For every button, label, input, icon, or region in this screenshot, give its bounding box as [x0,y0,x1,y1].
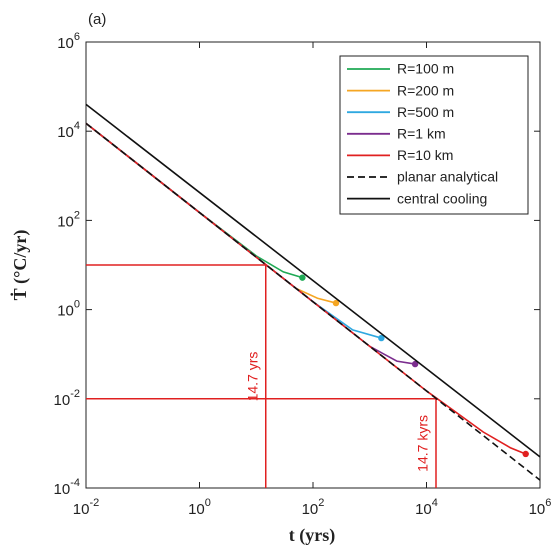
end-marker [332,299,340,307]
legend-label: R=200 m [397,82,454,98]
x-tick-label: 10-2 [73,497,99,518]
legend-label: R=500 m [397,104,454,120]
y-tick-label: 102 [57,209,80,230]
annotation: 14.7 yrs [244,352,260,402]
end-marker [411,360,419,368]
legend: R=100 m R=200 m R=500 m R=1 km R=10 km planar… [339,55,529,215]
x-tick-label: 104 [415,497,438,518]
legend-label: central cooling [397,190,487,206]
y-tick-label: 104 [57,120,80,141]
legend-label: planar analytical [397,169,498,185]
annotation: 14.7 kyrs [415,415,431,472]
y-tick-label: 100 [57,299,80,320]
series-line [85,103,541,458]
legend-box [339,55,529,215]
y-axis-title: Ṫ (°C/yr) [10,230,31,301]
x-tick-label: 102 [302,497,325,518]
end-marker [522,450,529,458]
x-axis-title: t (yrs) [289,525,335,546]
legend-label: R=1 km [397,126,446,142]
x-tick-label: 100 [188,497,211,518]
legend-label: R=100 m [397,61,454,77]
x-tick-label: 106 [529,497,552,518]
series-line [85,122,541,481]
y-tick-label: 106 [57,31,80,52]
y-tick-label: 10-4 [54,477,80,498]
panel-label: (a) [88,11,106,28]
y-tick-label: 10-2 [54,388,80,409]
end-marker [378,334,385,342]
end-marker [299,274,306,281]
legend-label: R=10 km [397,147,453,163]
